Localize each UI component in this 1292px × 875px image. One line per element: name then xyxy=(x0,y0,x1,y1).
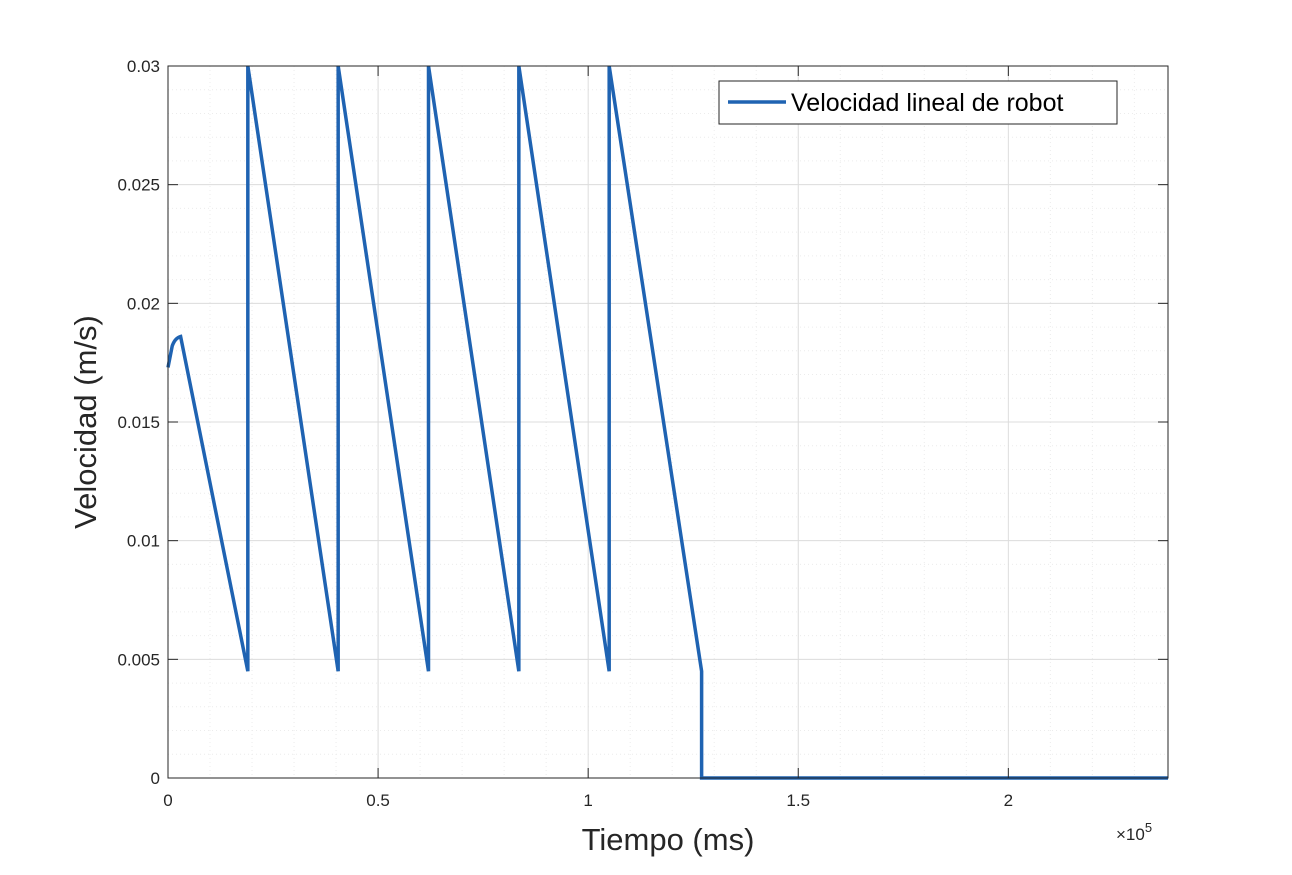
y-axis-label: Velocidad (m/s) xyxy=(68,315,103,529)
x-exponent-base: ×10 xyxy=(1116,825,1145,844)
legend: Velocidad lineal de robot xyxy=(718,80,1118,125)
y-tick-label: 0.005 xyxy=(117,650,160,669)
y-tick-label: 0.02 xyxy=(127,294,160,313)
legend-entry: Velocidad lineal de robot xyxy=(791,89,1063,117)
y-tick-label: 0.01 xyxy=(127,532,160,551)
y-tick-label: 0.025 xyxy=(117,176,160,195)
y-tick-label: 0.015 xyxy=(117,413,160,432)
series-layer xyxy=(166,65,1168,780)
x-tick-labels: 0 0.5 1 1.5 2 xyxy=(163,791,1013,810)
x-tick-label: 0 xyxy=(163,791,172,810)
x-exponent-power: 5 xyxy=(1145,820,1152,835)
y-tick-label: 0 xyxy=(151,769,160,788)
y-tick-labels: 0 0.005 0.01 0.015 0.02 0.025 0.03 xyxy=(117,57,160,788)
x-axis-label: Tiempo (ms) xyxy=(582,822,755,857)
x-exponent-label: ×105 xyxy=(1116,820,1152,844)
x-tick-label: 1 xyxy=(583,791,592,810)
tick-marks xyxy=(167,65,1168,779)
x-tick-label: 1.5 xyxy=(786,791,810,810)
y-tick-label: 0.03 xyxy=(127,57,160,76)
series-line xyxy=(166,65,1168,780)
x-tick-label: 2 xyxy=(1004,791,1013,810)
x-tick-label: 0.5 xyxy=(366,791,390,810)
major-grid xyxy=(167,65,1168,779)
